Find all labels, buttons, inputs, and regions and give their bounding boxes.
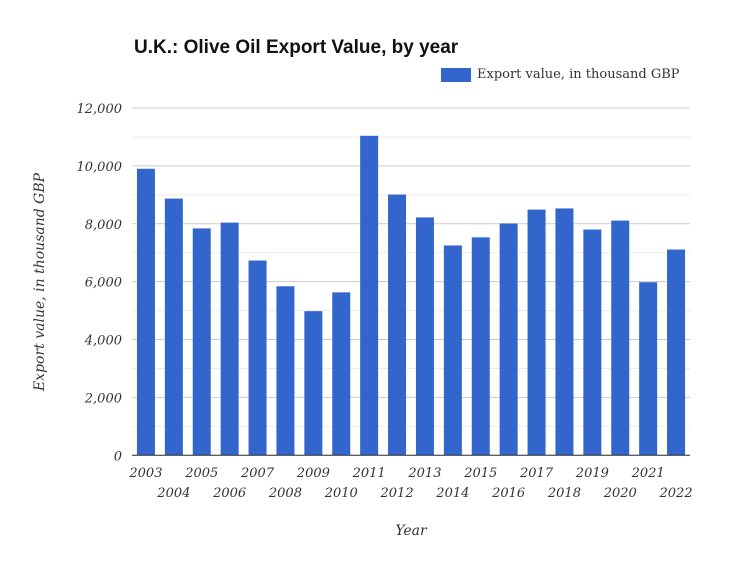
bar-2012[interactable] [388,194,407,456]
legend-swatch [441,67,471,82]
bar-2018[interactable] [555,208,574,456]
bar-2020[interactable] [611,220,630,456]
bar-2019[interactable] [583,229,602,456]
x-tick-label: 2010 [324,486,358,501]
y-tick-label: 10,000 [77,160,123,175]
chart-title: U.K.: Olive Oil Export Value, by year [134,37,459,58]
bar-2021[interactable] [639,282,658,456]
y-tick-label: 2,000 [84,391,122,406]
x-tick-label: 2003 [128,466,162,481]
legend[interactable]: Export value, in thousand GBP [441,67,680,82]
x-tick-label: 2012 [380,486,414,501]
x-tick-label: 2011 [352,466,386,481]
bar-2004[interactable] [164,198,183,456]
bar-2016[interactable] [499,223,518,456]
x-tick-label: 2020 [603,486,637,501]
bar-2003[interactable] [136,168,155,456]
x-tick-label: 2014 [435,486,469,501]
y-tick-label: 6,000 [85,276,122,291]
y-tick-label: 8,000 [85,218,122,233]
x-tick-label: 2019 [575,466,609,481]
bar-2015[interactable] [471,237,490,456]
bar-2005[interactable] [192,228,211,456]
y-axis-label: Export value, in thousand GBP [32,172,48,392]
x-tick-label: 2018 [547,486,581,501]
bar-2007[interactable] [248,260,267,456]
bar-2014[interactable] [443,245,462,456]
x-tick-label: 2016 [491,486,525,501]
x-tick-label: 2013 [407,466,441,481]
x-tick-label: 2004 [156,486,190,501]
bar-2010[interactable] [332,292,351,456]
x-tick-label: 2009 [296,466,330,481]
y-tick-label: 0 [114,449,122,464]
x-tick-label: 2008 [268,486,302,501]
bar-2008[interactable] [276,286,295,456]
bar-2022[interactable] [667,249,686,456]
bar-2006[interactable] [220,222,239,456]
x-tick-label: 2021 [631,466,665,481]
x-tick-label: 2006 [212,486,246,501]
bar-2017[interactable] [527,209,546,456]
legend-label: Export value, in thousand GBP [477,67,680,82]
bar-2013[interactable] [415,217,434,456]
x-tick-label: 2022 [659,486,693,501]
y-tick-label: 4,000 [84,334,122,349]
x-axis-label: Year [395,523,428,539]
x-tick-label: 2007 [240,466,275,481]
y-tick-label: 12,000 [77,102,123,117]
x-tick-label: 2017 [519,466,554,481]
bar-2009[interactable] [304,311,323,456]
bar-2011[interactable] [360,135,379,456]
x-tick-label: 2005 [184,466,218,481]
x-tick-label: 2015 [463,466,497,481]
